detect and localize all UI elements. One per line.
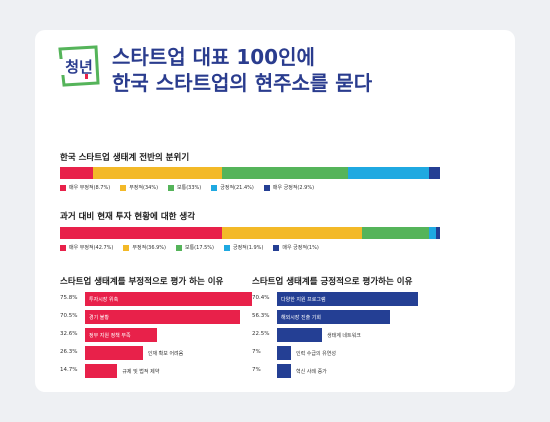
chart2-legend-item: 긍정적(1.9%)	[223, 244, 264, 251]
bar-category-label: 규제 및 법적 제약	[122, 369, 160, 375]
legend-swatch	[263, 184, 270, 191]
legend-label: 긍정적(1.9%)	[232, 245, 264, 251]
chart1-legend: 매우 부정적(8.7%) 부정적(34%) 보통(33%) 긍정적(21.4%) 매우 …	[60, 184, 314, 191]
chart2-legend-item: 매우 부정적(42.7%)	[60, 244, 113, 251]
chart3-bar	[85, 346, 143, 360]
page-title-line1: 스타트업 대표 100인에	[112, 45, 315, 69]
chart3-row: 75.8% 투자시장 위축	[60, 292, 400, 306]
bar-value-label: 7%	[252, 349, 261, 355]
bar-category-label: 생태계 네트워크	[327, 333, 361, 339]
bar-value-label: 56.3%	[252, 313, 270, 319]
chart4-bar	[277, 310, 390, 324]
legend-swatch	[60, 184, 66, 191]
legend-label: 부정적(36.9%)	[132, 245, 166, 251]
chart4-bar	[277, 328, 322, 342]
bar-value-label: 22.5%	[252, 331, 270, 337]
bar-category-label: 투자시장 위축	[89, 297, 119, 303]
legend-label: 보통(33%)	[177, 185, 202, 191]
legend-swatch	[168, 184, 175, 191]
bar-value-label: 32.6%	[60, 331, 78, 337]
chart1-segment-1	[60, 167, 94, 179]
legend-swatch	[123, 244, 130, 251]
chart1-legend-item: 매우 부정적(8.7%)	[60, 184, 110, 191]
chart2-legend-item: 매우 긍정적(1%)	[273, 244, 319, 251]
legend-label: 매우 긍정적(2.9%)	[272, 185, 315, 191]
chart2-legend-item: 보통(17.5%)	[175, 244, 214, 251]
chart1-segment-2	[93, 167, 223, 179]
chart2-segment-3	[362, 227, 429, 239]
chart1-legend-item: 부정적(34%)	[120, 184, 158, 191]
bar-category-label: 정부 지원 정책 부족	[89, 333, 131, 339]
chart4-bar	[277, 364, 291, 378]
legend-swatch	[223, 244, 230, 251]
chart2-legend-item: 부정적(36.9%)	[123, 244, 166, 251]
chart1-legend-item: 매우 긍정적(2.9%)	[263, 184, 315, 191]
bar-value-label: 70.4%	[252, 295, 270, 301]
chart4-bar	[277, 346, 291, 360]
legend-swatch	[273, 244, 280, 251]
bar-category-label: 해외시장 진출 기회	[281, 315, 321, 321]
chart2-segment-5	[436, 227, 440, 239]
chart3-bar	[85, 310, 241, 324]
bar-category-label: 혁신 사례 증가	[296, 369, 327, 375]
chart4-title: 스타트업 생태계를 긍정적으로 평가하는 이유	[252, 277, 413, 287]
chart2-title: 과거 대비 현재 투자 현황에 대한 생각	[60, 212, 196, 222]
chart3-row: 26.3% 인재 확보 어려움	[60, 346, 400, 360]
bar-value-label: 14.7%	[60, 367, 78, 373]
bar-category-label: 인재 확보 어려움	[147, 351, 184, 357]
chart3-row: 32.6% 정부 지원 정책 부족	[60, 328, 400, 342]
legend-swatch	[120, 184, 127, 191]
legend-label: 긍정적(21.4%)	[220, 185, 254, 191]
chart1-legend-item: 보통(33%)	[168, 184, 201, 191]
legend-label: 매우 부정적(8.7%)	[69, 185, 111, 191]
chart1-legend-item: 긍정적(21.4%)	[211, 184, 254, 191]
legend-label: 보통(17.5%)	[184, 245, 214, 251]
page-title-line2: 한국 스타트업의 현주소를 묻다	[112, 71, 373, 95]
bar-category-label: 인력 수급의 유연성	[296, 351, 336, 357]
logo-icon: 청년	[56, 45, 100, 87]
bar-value-label: 75.8%	[60, 295, 78, 301]
logo-text: 청년	[65, 58, 93, 76]
bar-value-label: 26.3%	[60, 349, 78, 355]
chart3-bar	[85, 328, 157, 342]
legend-label: 부정적(34%)	[129, 185, 159, 191]
chart3-row: 70.5% 경기 불황	[60, 310, 400, 324]
bar-category-label: 경기 불황	[89, 315, 109, 321]
chart1-stacked-bar	[60, 167, 440, 179]
page-title: 스타트업 대표 100인에 한국 스타트업의 현주소를 묻다	[112, 44, 452, 96]
bar-value-label: 7%	[252, 367, 261, 373]
chart3-title: 스타트업 생태계를 부정적으로 평가 하는 이유	[60, 277, 224, 287]
chart4-row: 7% 인력 수급의 유연성	[252, 346, 550, 360]
chart2-segment-2	[222, 227, 363, 239]
chart4-row: 70.4% 다양한 지원 프로그램	[252, 292, 550, 306]
bar-value-label: 70.5%	[60, 313, 78, 319]
chart3-row: 14.7% 규제 및 법적 제약	[60, 364, 400, 378]
chart2-segment-4	[428, 227, 437, 239]
legend-label: 매우 긍정적(1%)	[282, 245, 319, 251]
chart3-bar	[85, 292, 252, 306]
chart4-row: 22.5% 생태계 네트워크	[252, 328, 550, 342]
chart3-bar	[85, 364, 118, 378]
legend-swatch	[211, 184, 218, 191]
chart4-row: 7% 혁신 사례 증가	[252, 364, 550, 378]
chart2-segment-1	[60, 227, 223, 239]
legend-label: 매우 부정적(42.7%)	[69, 245, 114, 251]
chart4-bar	[277, 292, 418, 306]
chart1-title: 한국 스타트업 생태계 전반의 분위기	[60, 153, 190, 163]
chart1-segment-5	[428, 167, 440, 179]
chart1-segment-3	[222, 167, 348, 179]
chart1-segment-4	[347, 167, 429, 179]
chart2-legend: 매우 부정적(42.7%) 부정적(36.9%) 보통(17.5%) 긍정적(1.9%…	[60, 244, 319, 251]
chart4-row: 56.3% 해외시장 진출 기회	[252, 310, 550, 324]
bar-category-label: 다양한 지원 프로그램	[281, 297, 326, 303]
chart2-stacked-bar	[60, 227, 440, 239]
legend-swatch	[175, 244, 182, 251]
legend-swatch	[60, 244, 66, 251]
